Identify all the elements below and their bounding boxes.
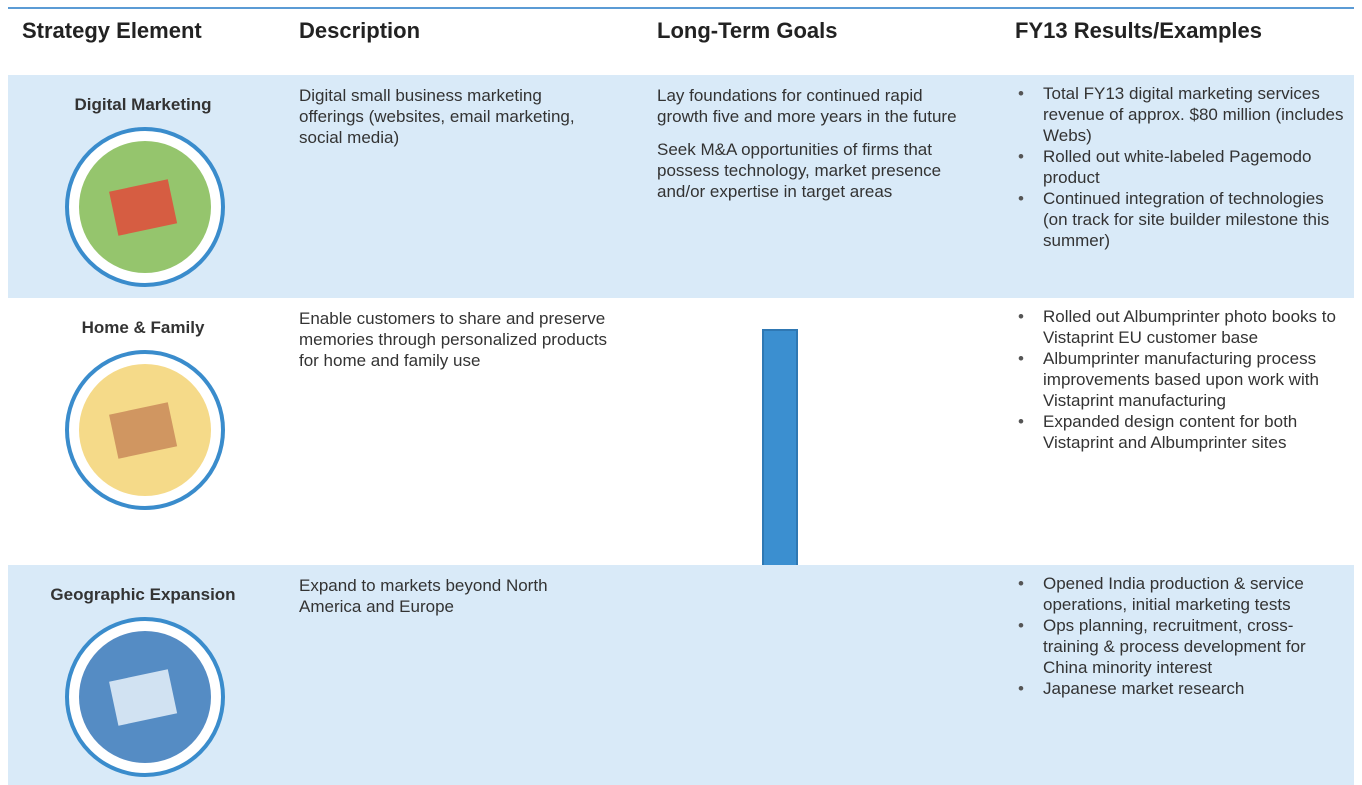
goal-paragraph: Seek M&A opportunities of firms that pos…	[657, 140, 942, 201]
long-term-goals: Lay foundations for continued rapid grow…	[657, 85, 977, 214]
goal-paragraph: Lay foundations for continued rapid grow…	[657, 86, 957, 126]
element-image	[65, 127, 225, 287]
column-header: FY13 Results/Examples	[1015, 18, 1263, 43]
results-list: Opened India production & service operat…	[1018, 573, 1348, 699]
element-image	[65, 617, 225, 777]
result-item: Rolled out Albumprinter photo books to V…	[1018, 306, 1348, 348]
table-row: Digital Marketing Digital small business …	[8, 75, 1354, 298]
result-item: Japanese market research	[1018, 678, 1348, 699]
result-item: Continued integration of technologies (o…	[1018, 188, 1348, 251]
result-item: Ops planning, recruitment, cross-trainin…	[1018, 615, 1348, 678]
column-header: Description	[299, 18, 421, 43]
result-item: Albumprinter manufacturing process impro…	[1018, 348, 1348, 411]
element-image	[65, 350, 225, 510]
strategy-element: Geographic Expansion	[50, 585, 236, 604]
result-item: Total FY13 digital marketing services re…	[1018, 83, 1348, 146]
description: Digital small business marketing offerin…	[299, 86, 575, 147]
strategy-element: Home & Family	[81, 318, 205, 337]
description: Enable customers to share and preserve m…	[299, 309, 608, 370]
table-row: Geographic Expansion Expand to markets be…	[8, 565, 1354, 785]
column-header: Long-Term Goals	[657, 18, 838, 43]
results-list: Rolled out Albumprinter photo books to V…	[1018, 306, 1348, 453]
result-item: Rolled out white-labeled Pagemodo produc…	[1018, 146, 1348, 188]
column-header: Strategy Element	[22, 18, 202, 43]
results-list: Total FY13 digital marketing services re…	[1018, 83, 1348, 251]
top-rule	[8, 7, 1354, 9]
result-item: Expanded design content for both Vistapr…	[1018, 411, 1348, 453]
result-item: Opened India production & service operat…	[1018, 573, 1348, 615]
table-row: Home & Family Enable customers to share a…	[8, 298, 1354, 565]
strategy-element: Digital Marketing	[74, 95, 212, 114]
description: Expand to markets beyond North America a…	[299, 576, 548, 616]
